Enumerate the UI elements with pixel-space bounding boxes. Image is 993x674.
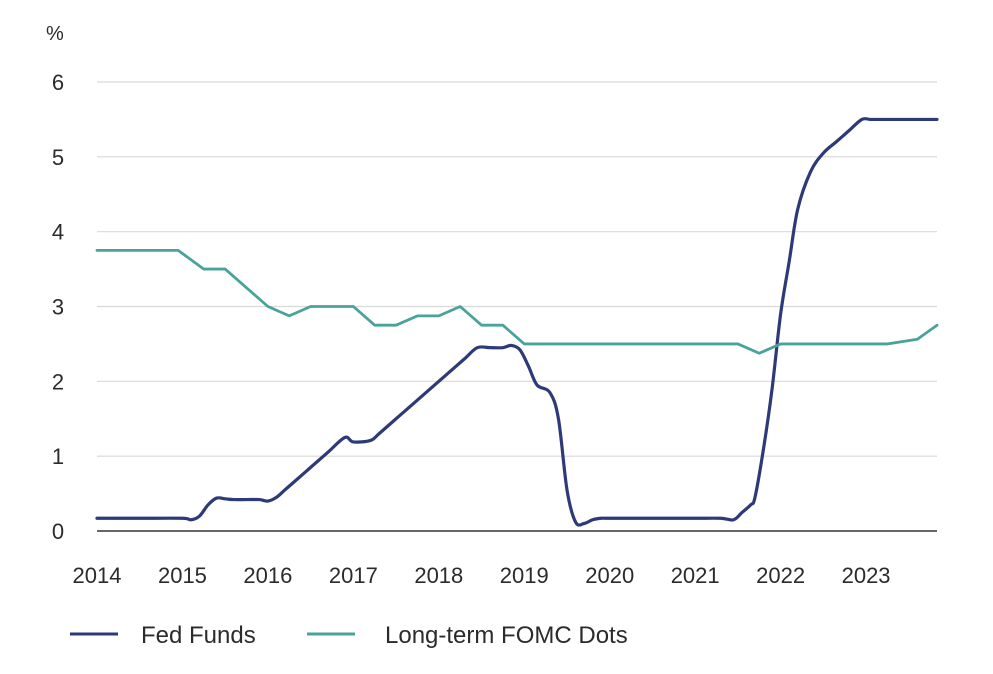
legend: Fed Funds Long-term FOMC Dots [70,622,628,649]
x-tick-label: 2018 [414,563,463,588]
y-tick-label: 4 [52,220,64,245]
x-tick-label: 2016 [243,563,292,588]
y-tick-label: 5 [52,145,64,170]
series-line-long-term-fomc-dots [95,248,939,355]
y-tick-label: 1 [52,444,64,469]
y-axis-unit-label: % [46,23,64,45]
x-tick-label: 2014 [73,563,122,588]
x-tick-label: 2022 [756,563,805,588]
x-tick-label: 2020 [585,563,634,588]
legend-label-long-term-fomc-dots: Long-term FOMC Dots [385,622,628,649]
y-tick-label: 2 [52,369,64,394]
x-tick-label: 2023 [842,563,891,588]
series-line-fed-funds [95,116,939,527]
x-tick-label: 2015 [158,563,207,588]
y-tick-label: 3 [52,295,64,320]
label-layer: % 0 1 2 3 4 5 6 2014 2015 2016 2017 2018 2019 2020 202… [46,23,891,588]
series-layer [95,116,939,527]
y-tick-label: 6 [52,70,64,95]
legend-label-fed-funds: Fed Funds [141,622,256,649]
x-tick-label: 2021 [671,563,720,588]
x-tick-label: 2017 [329,563,378,588]
x-tick-label: 2019 [500,563,549,588]
grid-layer [97,81,937,457]
y-tick-label: 0 [52,519,64,544]
